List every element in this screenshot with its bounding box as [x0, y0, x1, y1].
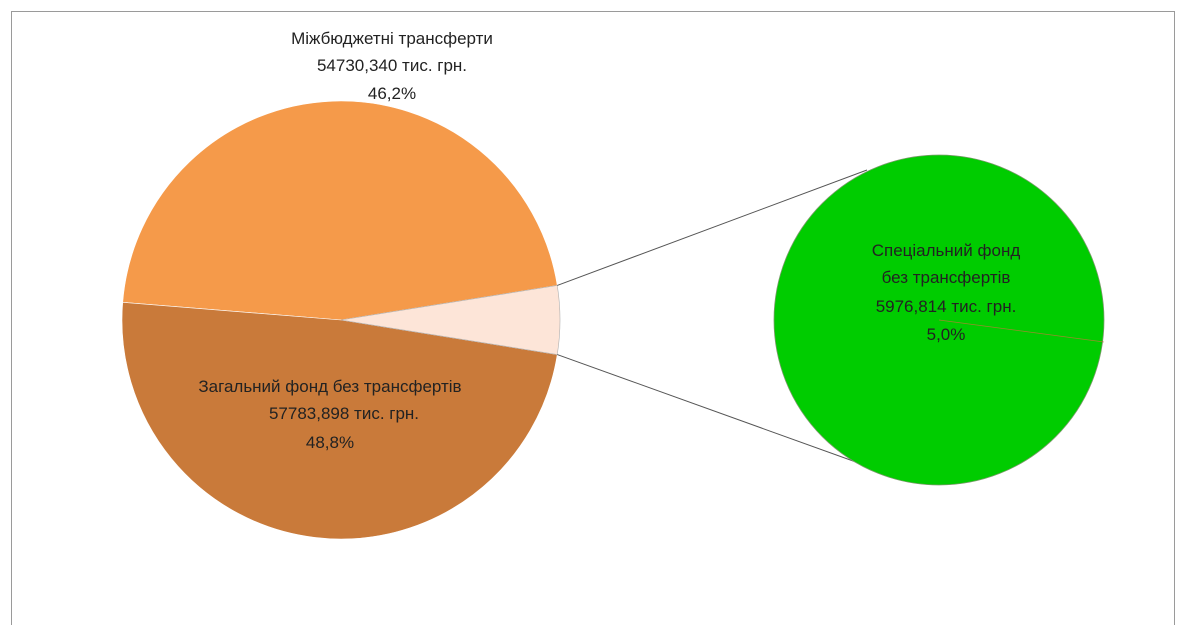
slice-special-fund: [340, 285, 561, 355]
label-special-fund-percent: 5,0%: [927, 325, 966, 344]
label-general-fund-percent: 48,8%: [306, 433, 354, 452]
label-transfers-value: 54730,340 тис. грн.: [317, 56, 467, 75]
label-transfers-percent: 46,2%: [368, 84, 416, 103]
label-special-fund-value: 5976,814 тис. грн.: [876, 297, 1017, 316]
connector-bottom: [557, 354, 868, 467]
label-general-fund-value: 57783,898 тис. грн.: [269, 404, 419, 423]
label-special-fund-name-2: без трансфертів: [882, 268, 1011, 287]
slice-general-fund: [121, 301, 558, 540]
label-general-fund: Загальний фонд без трансфертів 57783,898…: [198, 377, 461, 452]
slice-transfers: [122, 100, 558, 321]
chart-area: [11, 11, 1175, 625]
label-special-fund: Спеціальний фонд без трансфертів 5976,81…: [872, 241, 1021, 344]
label-transfers: Міжбюджетні трансферти 54730,340 тис. гр…: [291, 29, 493, 103]
connector-top: [557, 169, 868, 286]
secondary-pie-radius: [938, 319, 1105, 343]
label-transfers-name: Міжбюджетні трансферти: [291, 29, 493, 48]
label-general-fund-name: Загальний фонд без трансфертів: [198, 377, 461, 396]
label-special-fund-name-1: Спеціальний фонд: [872, 241, 1021, 260]
